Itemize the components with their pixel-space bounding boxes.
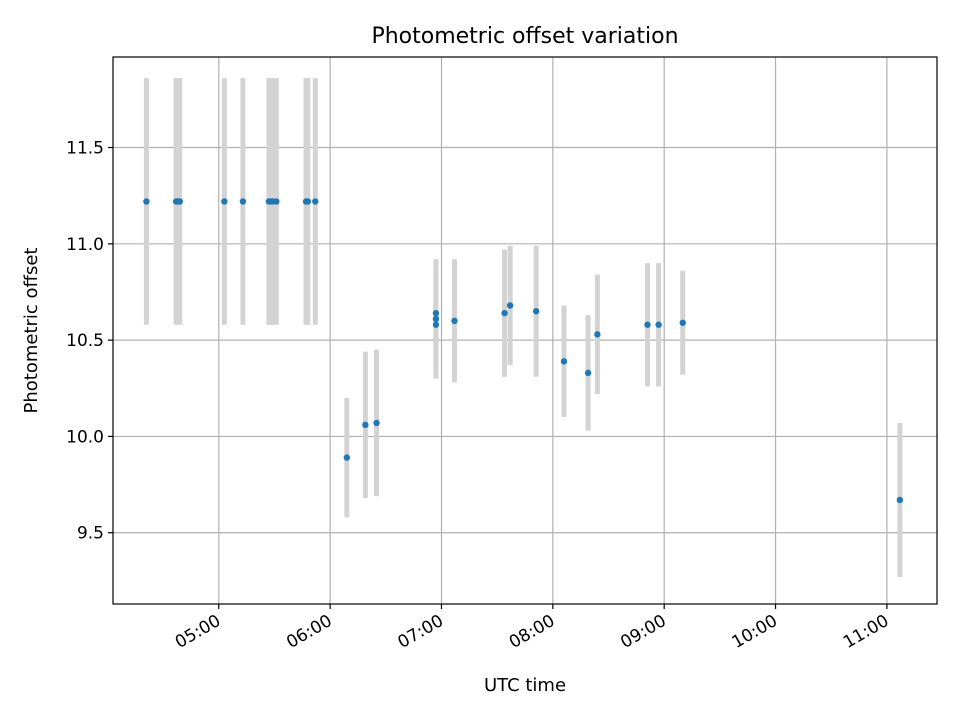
data-points: [143, 198, 904, 504]
data-point: [679, 319, 686, 326]
x-tick-label: 06:00: [283, 611, 335, 653]
data-point: [373, 419, 380, 427]
plot-frame: [112, 56, 938, 605]
x-axis-label: UTC time: [484, 675, 566, 696]
data-point: [221, 198, 228, 205]
data-point: [304, 198, 312, 205]
data-point: [506, 302, 514, 309]
data-point: [896, 496, 904, 504]
y-axis-label: Photometric offset: [21, 248, 42, 414]
data-point: [432, 315, 440, 323]
data-point: [501, 309, 508, 317]
y-tick-label: 10.0: [66, 427, 104, 447]
x-tick-label: 07:00: [395, 611, 447, 653]
data-point: [362, 421, 369, 429]
data-point: [143, 198, 150, 205]
grid-lines: [113, 57, 937, 604]
error-bars: [143, 78, 903, 578]
y-tick-label: 9.5: [77, 524, 104, 544]
x-tick-label: 08:00: [506, 611, 558, 653]
data-point: [532, 308, 540, 315]
data-point: [594, 331, 601, 338]
data-point: [432, 309, 440, 317]
data-point: [432, 321, 440, 328]
data-point: [584, 369, 592, 377]
data-point: [560, 358, 568, 365]
axis-ticks: 05:00 06:00 07:00 08:00 09:00 10:00 11:00 9.5 10…: [66, 139, 892, 653]
x-tick-label: 09:00: [617, 611, 669, 653]
data-point: [655, 321, 662, 328]
data-point: [273, 198, 280, 205]
y-tick-label: 11.5: [66, 139, 104, 159]
data-point: [239, 198, 247, 205]
y-tick-label: 10.5: [66, 331, 104, 351]
data-point: [644, 321, 651, 328]
data-point: [176, 198, 184, 205]
data-point: [451, 317, 458, 325]
chart-title: Photometric offset variation: [371, 24, 678, 49]
data-point: [312, 198, 319, 205]
x-tick-label: 05:00: [172, 611, 224, 653]
y-tick-label: 11.0: [66, 235, 104, 255]
x-tick-label: 10:00: [729, 611, 781, 653]
data-point: [343, 454, 351, 461]
x-tick-label: 11:00: [840, 611, 892, 653]
